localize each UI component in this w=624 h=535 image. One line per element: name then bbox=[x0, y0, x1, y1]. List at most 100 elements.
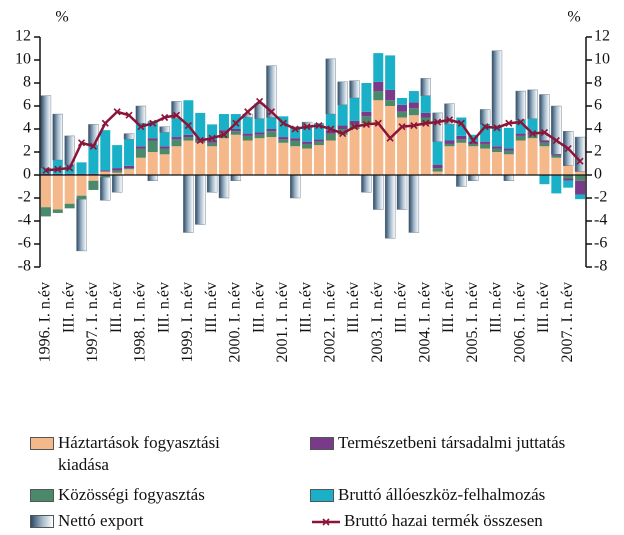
bar-segment bbox=[242, 140, 253, 175]
bar-segment bbox=[325, 133, 336, 141]
bar-segment bbox=[124, 165, 135, 169]
y-tick-label: 2 bbox=[23, 143, 31, 160]
legend-label: Közösségi fogyasztás bbox=[58, 485, 205, 504]
y-tick-label: -6 bbox=[18, 235, 31, 252]
bar-segment bbox=[242, 133, 253, 136]
y2-tick-label: 4 bbox=[594, 120, 602, 137]
bar-segment bbox=[551, 157, 562, 175]
bar-segment bbox=[503, 148, 514, 151]
x-tick-label: 2000. I. n.év bbox=[227, 282, 244, 362]
bar-segment bbox=[112, 172, 123, 175]
x-tick-label: 2006. I. n.év bbox=[511, 282, 528, 362]
bar-segment bbox=[218, 138, 229, 175]
bar-segment bbox=[207, 142, 218, 147]
bar-segment bbox=[575, 175, 586, 181]
bar-segment bbox=[349, 80, 360, 99]
gdp-marker bbox=[315, 121, 323, 130]
y2-tick-label: -8 bbox=[594, 258, 607, 275]
y2-tick-label: 12 bbox=[594, 28, 610, 45]
bar-segment bbox=[575, 171, 586, 175]
x-tick-label: 2001. I. n.év bbox=[274, 282, 291, 362]
bar-segment bbox=[396, 174, 408, 210]
bar-segment bbox=[64, 203, 75, 209]
bar-segment bbox=[420, 78, 431, 96]
y-tick-label: 4 bbox=[23, 120, 31, 137]
bar-segment bbox=[563, 165, 574, 175]
y2-tick-label: 6 bbox=[594, 97, 602, 114]
legend-item: Bruttó állóeszköz-felhalmozás bbox=[310, 484, 610, 506]
bar-segment bbox=[218, 130, 229, 133]
gdp-marker bbox=[517, 118, 525, 126]
gdp-marker bbox=[469, 136, 477, 145]
x-tick-label: III. n.év bbox=[535, 282, 552, 333]
bar-segment bbox=[254, 134, 265, 139]
legend-item: Természetbeni társadalmi juttatás bbox=[310, 432, 570, 454]
bar-segment bbox=[52, 160, 63, 174]
bar-segment bbox=[385, 100, 396, 106]
bar-segment bbox=[385, 55, 396, 90]
bar-segment bbox=[575, 194, 586, 200]
bar-segment bbox=[444, 124, 455, 141]
gdp-marker bbox=[256, 97, 264, 105]
bar-segment bbox=[135, 148, 146, 158]
bar-segment bbox=[337, 129, 348, 135]
bar-segment bbox=[527, 134, 538, 139]
legend-item: Közösségi fogyasztás bbox=[30, 484, 290, 506]
bar-segment bbox=[468, 174, 479, 181]
legend-item: Háztartások fogyasztási kiadása bbox=[30, 432, 245, 476]
bar-segment bbox=[527, 89, 538, 119]
y2-tick-label: 0 bbox=[594, 166, 602, 183]
bar-segment bbox=[88, 175, 99, 181]
x-tick-label: III. n.év bbox=[108, 282, 125, 333]
y-tick-label: -8 bbox=[18, 258, 31, 275]
bar-segment bbox=[218, 174, 230, 199]
gdp-marker bbox=[434, 118, 442, 126]
bar-segment bbox=[135, 105, 147, 124]
bar-segment bbox=[100, 171, 111, 175]
bar-segment bbox=[159, 148, 170, 155]
bar-segment bbox=[503, 174, 515, 181]
gdp-marker bbox=[184, 121, 192, 130]
bar-segment bbox=[254, 103, 265, 119]
bar-segment bbox=[171, 137, 182, 140]
bar-segment bbox=[503, 150, 514, 155]
bar-segment bbox=[444, 143, 455, 147]
bar-segment bbox=[397, 104, 408, 112]
bar-segment bbox=[539, 140, 550, 143]
legend-item: Nettó export bbox=[30, 510, 290, 532]
bar-segment bbox=[361, 83, 372, 112]
gdp-marker bbox=[267, 108, 276, 116]
gdp-marker bbox=[422, 119, 430, 127]
bar-segment bbox=[325, 58, 336, 115]
bar-segment bbox=[278, 116, 289, 138]
bar-segment bbox=[313, 141, 324, 146]
gdp-marker bbox=[101, 119, 109, 127]
y-tick-label: 10 bbox=[15, 51, 31, 68]
bar-segment bbox=[539, 142, 550, 147]
bar-segment bbox=[384, 174, 396, 239]
bar-segment bbox=[266, 129, 277, 132]
bar-segment bbox=[183, 140, 194, 175]
y2-tick-label: -2 bbox=[594, 189, 607, 206]
legend-swatch bbox=[312, 518, 340, 526]
gdp-marker bbox=[445, 116, 454, 124]
gdp-marker bbox=[42, 166, 50, 174]
bar-segment bbox=[420, 95, 431, 113]
bar-segment bbox=[503, 154, 514, 175]
bar-segment bbox=[100, 170, 111, 172]
bar-segment bbox=[408, 115, 419, 175]
legend-swatch bbox=[30, 515, 54, 528]
gdp-marker bbox=[196, 136, 204, 145]
gdp-marker bbox=[327, 125, 335, 133]
bar-segment bbox=[195, 174, 206, 225]
gdp-marker bbox=[172, 111, 181, 119]
bar-segment bbox=[242, 135, 253, 141]
bar-segment bbox=[183, 134, 194, 138]
bar-segment bbox=[349, 97, 360, 121]
bar-segment bbox=[479, 109, 491, 125]
gdp-line bbox=[45, 99, 581, 172]
bar-segment bbox=[444, 103, 455, 125]
bar-segment bbox=[302, 127, 313, 142]
bar-segment bbox=[266, 131, 277, 138]
